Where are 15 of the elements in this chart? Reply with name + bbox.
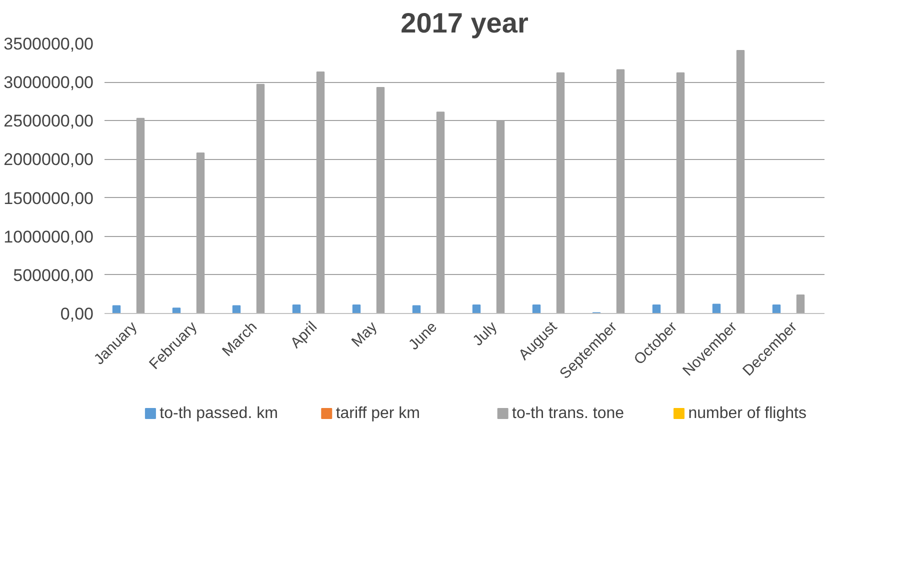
y-tick-label: 1000000,00 xyxy=(4,227,94,246)
y-tick-label: 2500000,00 xyxy=(4,112,94,131)
chart-title: 2017 year xyxy=(400,8,528,38)
legend-label: to-th trans. tone xyxy=(512,405,624,422)
y-tick-label: 1500000,00 xyxy=(4,188,94,208)
x-tick-label: May xyxy=(348,318,381,351)
y-tick-label: 3000000,00 xyxy=(4,73,94,92)
y-tick-label: 500000,00 xyxy=(13,266,94,285)
legend-label: number of flights xyxy=(688,405,806,422)
legend-label: tariff per km xyxy=(336,405,420,422)
y-tick-label: 0,00 xyxy=(60,304,94,324)
x-tick-label: July xyxy=(470,318,501,350)
y-tick-label: 2000000,00 xyxy=(4,150,94,170)
y-tick-label: 3500000,00 xyxy=(4,34,94,54)
legend-label: to-th passed. km xyxy=(160,405,278,422)
